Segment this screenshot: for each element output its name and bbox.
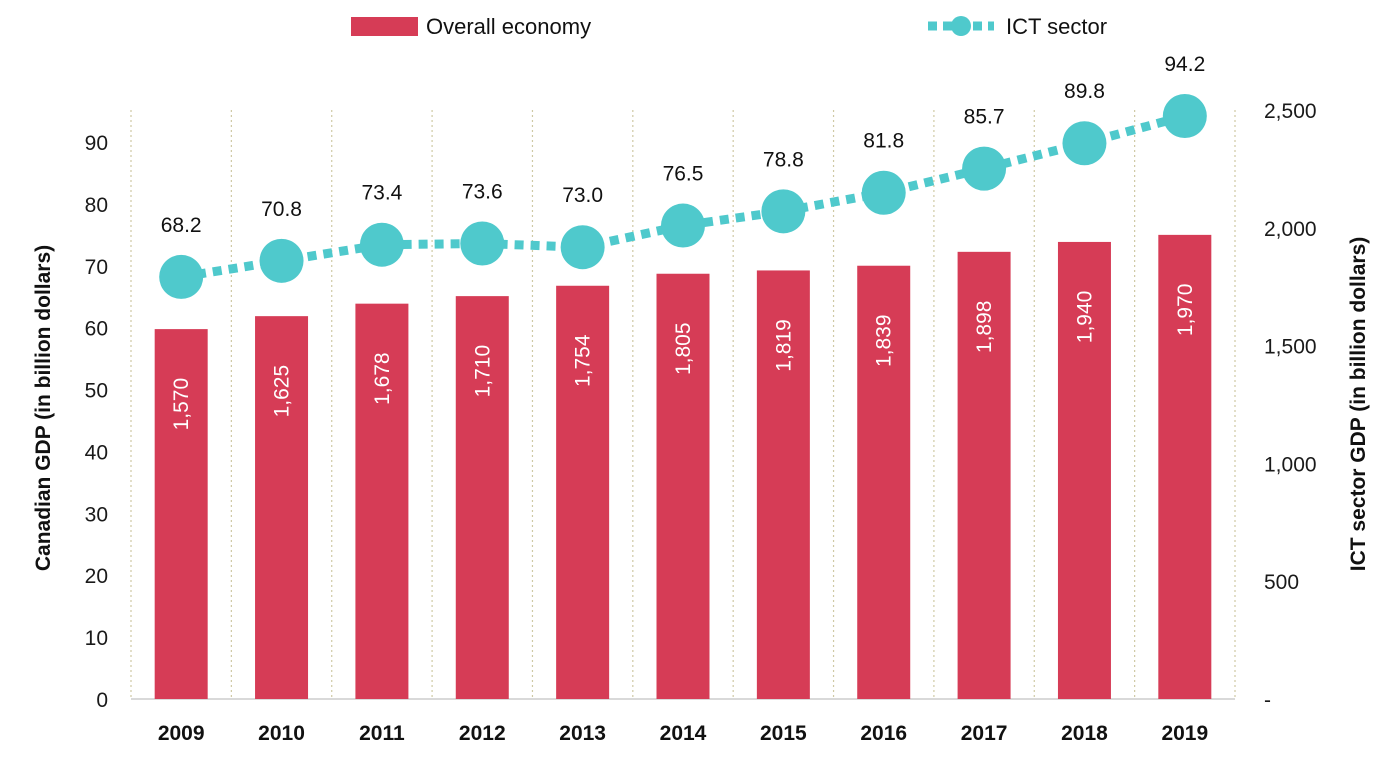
left-tick-label: 40 (85, 441, 108, 464)
bar (957, 251, 1011, 699)
right-tick-label: 1,000 (1264, 453, 1317, 476)
x-tick-label: 2017 (961, 722, 1008, 745)
gridlines (130, 110, 1236, 699)
ict-value-label: 81.8 (863, 130, 904, 153)
ict-value-label: 73.4 (361, 182, 402, 205)
legend-marker-ict-sector (951, 16, 971, 36)
right-tick-label: 2,000 (1264, 218, 1317, 241)
ict-value-label: 89.8 (1064, 80, 1105, 103)
bar (1158, 234, 1212, 700)
right-tick-label: 500 (1264, 571, 1299, 594)
right-tick-label: - (1264, 689, 1271, 712)
x-tick-label: 2009 (158, 722, 205, 745)
left-axis-ticks: 0 10 20 30 40 50 60 70 80 90 (85, 132, 108, 712)
x-tick-label: 2010 (258, 722, 305, 745)
right-tick-label: 1,500 (1264, 336, 1317, 359)
left-tick-label: 60 (85, 318, 108, 341)
legend-label-overall-economy: Overall economy (426, 14, 591, 39)
ict-value-label: 68.2 (161, 214, 202, 237)
left-tick-label: 50 (85, 380, 108, 403)
bar-value-label: 1,839 (873, 314, 896, 367)
bar-value-label: 1,819 (772, 319, 795, 372)
bar-value-label: 1,710 (471, 345, 494, 398)
legend-swatch-overall-economy (351, 17, 418, 36)
ict-value-label: 78.8 (763, 148, 804, 171)
bar (656, 273, 710, 699)
bar-value-label: 1,570 (170, 378, 193, 431)
ict-point (1162, 94, 1207, 139)
ict-point (1062, 121, 1107, 166)
left-axis-title: Canadian GDP (in billion dollars) (32, 245, 55, 571)
left-tick-label: 20 (85, 565, 108, 588)
bar-value-label: 1,970 (1174, 284, 1197, 337)
bar-value-label: 1,805 (672, 322, 695, 375)
right-axis-title: ICT sector GDP (in billion dollars) (1347, 237, 1370, 571)
bar-value-label: 1,898 (973, 301, 996, 354)
left-tick-label: 80 (85, 194, 108, 217)
bar-value-label: 1,625 (271, 365, 294, 418)
ict-point (861, 170, 906, 215)
bar (1057, 241, 1111, 699)
right-tick-label: 2,500 (1264, 100, 1317, 123)
left-tick-label: 30 (85, 503, 108, 526)
left-tick-label: 70 (85, 256, 108, 279)
ict-value-label: 70.8 (261, 198, 302, 221)
ict-value-label: 73.0 (562, 184, 603, 207)
right-axis-ticks: - 500 1,000 1,500 2,000 2,500 (1264, 100, 1317, 712)
left-tick-label: 10 (85, 627, 108, 650)
x-tick-label: 2012 (459, 722, 506, 745)
bar-value-label: 1,754 (572, 334, 595, 387)
ict-point (560, 225, 605, 270)
x-tick-label: 2011 (359, 722, 405, 745)
legend-label-ict-sector: ICT sector (1006, 14, 1107, 39)
ict-point (460, 221, 505, 266)
bar (154, 329, 208, 699)
ict-value-label: 76.5 (663, 163, 704, 186)
x-tick-label: 2013 (559, 722, 606, 745)
bar-value-label: 1,678 (371, 352, 394, 405)
ict-point (159, 254, 204, 299)
ict-point (761, 189, 806, 234)
ict-value-label: 85.7 (964, 106, 1005, 129)
ict-point (259, 238, 304, 283)
ict-value-label: 73.6 (462, 180, 503, 203)
line-series-ict-sector: 68.2 70.8 73.4 73.6 73.0 76.5 78.8 81.8 85.7 89.8… (159, 53, 1207, 299)
ict-value-label: 94.2 (1164, 53, 1205, 76)
axis-titles: Canadian GDP (in billion dollars) ICT se… (32, 237, 1370, 571)
bar (756, 270, 810, 699)
x-tick-label: 2016 (860, 722, 907, 745)
bar (556, 285, 610, 699)
ict-point (962, 146, 1007, 191)
x-tick-label: 2014 (660, 722, 707, 745)
bar (255, 316, 309, 699)
legend: Overall economy ICT sector (351, 14, 1107, 39)
left-tick-label: 90 (85, 132, 108, 155)
x-axis-ticks: 2009 2010 2011 2012 2013 2014 2015 2016 2017 2018… (158, 722, 1208, 745)
bar (355, 303, 409, 699)
bar (455, 296, 509, 699)
x-tick-label: 2018 (1061, 722, 1108, 745)
ict-point (359, 222, 404, 267)
bar-series-overall-economy: 1,570 1,625 1,678 1,710 1,754 1,805 1,819 1,839… (154, 234, 1212, 700)
bar-value-label: 1,940 (1073, 291, 1096, 344)
left-tick-label: 0 (96, 689, 108, 712)
x-tick-label: 2015 (760, 722, 807, 745)
ict-point (661, 203, 705, 248)
bar (857, 265, 911, 699)
x-tick-label: 2019 (1161, 722, 1208, 745)
